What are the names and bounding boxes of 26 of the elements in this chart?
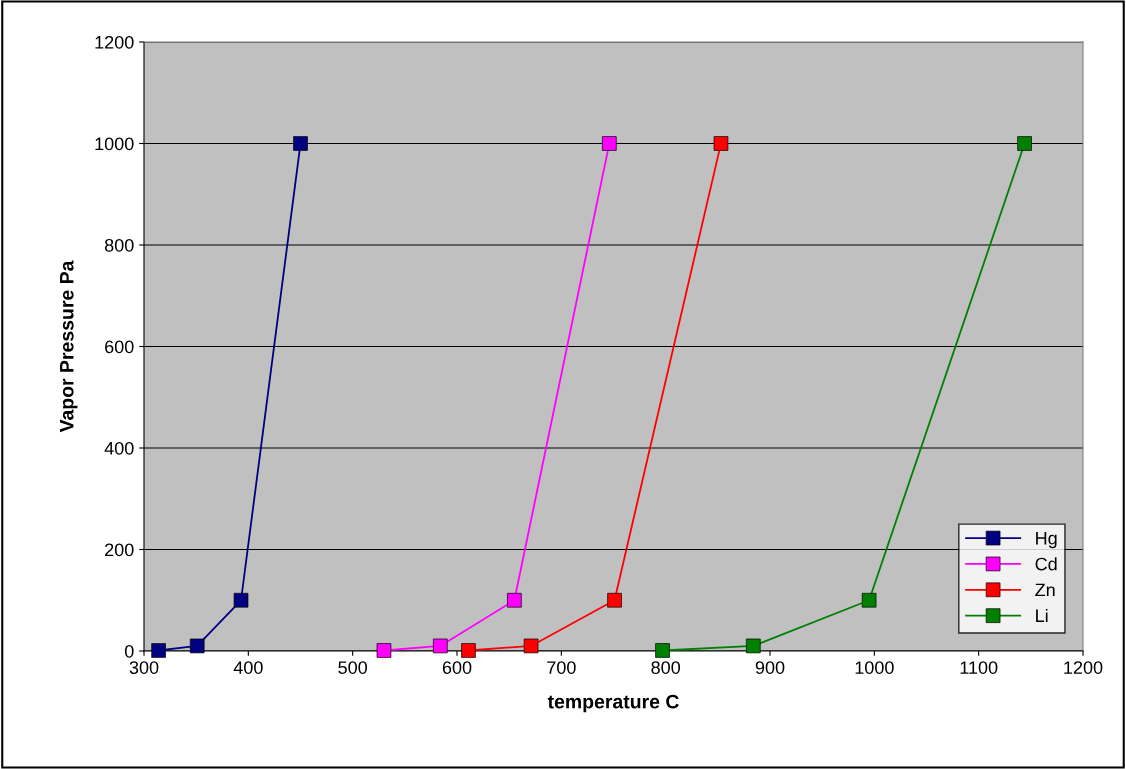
x-tick-label: 1000 (855, 661, 894, 674)
x-tick-label: 700 (547, 661, 576, 674)
x-tick-label: 600 (442, 661, 472, 674)
y-tick-label: 1200 (95, 35, 134, 49)
point (746, 638, 761, 654)
x-tick-label: 400 (233, 661, 263, 674)
y-tick-label: 800 (104, 238, 134, 252)
x-tick-label: 900 (755, 661, 785, 674)
point (433, 638, 448, 654)
y-tick-label: 0 (124, 644, 134, 658)
y-tick-label: 1000 (95, 137, 134, 151)
x-tick-label: 1200 (1064, 661, 1103, 674)
point (507, 592, 522, 608)
legend-label: Li (1036, 608, 1048, 622)
y-axis-title: Vapor Pressure Pa (60, 260, 78, 433)
x-tick-label: 800 (651, 661, 681, 674)
y-tick-label: 200 (105, 543, 134, 557)
legend-label: Cd (1035, 557, 1057, 571)
legend-label: Zn (1035, 583, 1055, 597)
x-axis-title: temperature C (547, 694, 679, 713)
y-tick-label: 600 (105, 340, 134, 354)
x-tick-label: 1100 (960, 661, 998, 674)
y-tick-label: 400 (104, 441, 134, 455)
x-tick-label: 500 (338, 661, 368, 674)
x-tick-label: 300 (129, 661, 159, 674)
legend-label: Hg (1036, 531, 1057, 549)
